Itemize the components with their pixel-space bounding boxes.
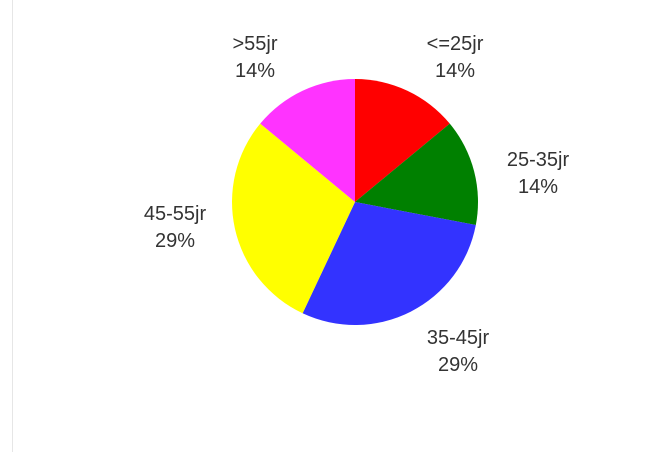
pie-labels: <=25jr 14% 25-35jr 14% 35-45jr 29% 45-55jr 29% >… bbox=[144, 33, 570, 376]
pie-slice-0 bbox=[355, 79, 450, 202]
slice-percent-3: 29% bbox=[155, 230, 195, 252]
slice-percent-4: 14% bbox=[235, 60, 275, 82]
slice-label-4: >55jr bbox=[232, 33, 277, 55]
slice-percent-1: 14% bbox=[518, 176, 558, 198]
slice-percent-0: 14% bbox=[435, 60, 475, 82]
pie-slice-4 bbox=[260, 79, 355, 202]
slice-label-1: 25-35jr bbox=[507, 149, 570, 171]
slice-percent-2: 29% bbox=[438, 354, 478, 376]
pie-slice-3 bbox=[232, 123, 355, 314]
pie-slice-2 bbox=[302, 202, 476, 325]
slice-label-0: <=25jr bbox=[427, 33, 484, 55]
pie-slice-1 bbox=[355, 123, 478, 226]
slice-label-3: 45-55jr bbox=[144, 203, 207, 225]
slice-label-2: 35-45jr bbox=[427, 327, 490, 349]
chart-frame-border bbox=[12, 0, 13, 452]
pie-slices bbox=[232, 79, 478, 325]
